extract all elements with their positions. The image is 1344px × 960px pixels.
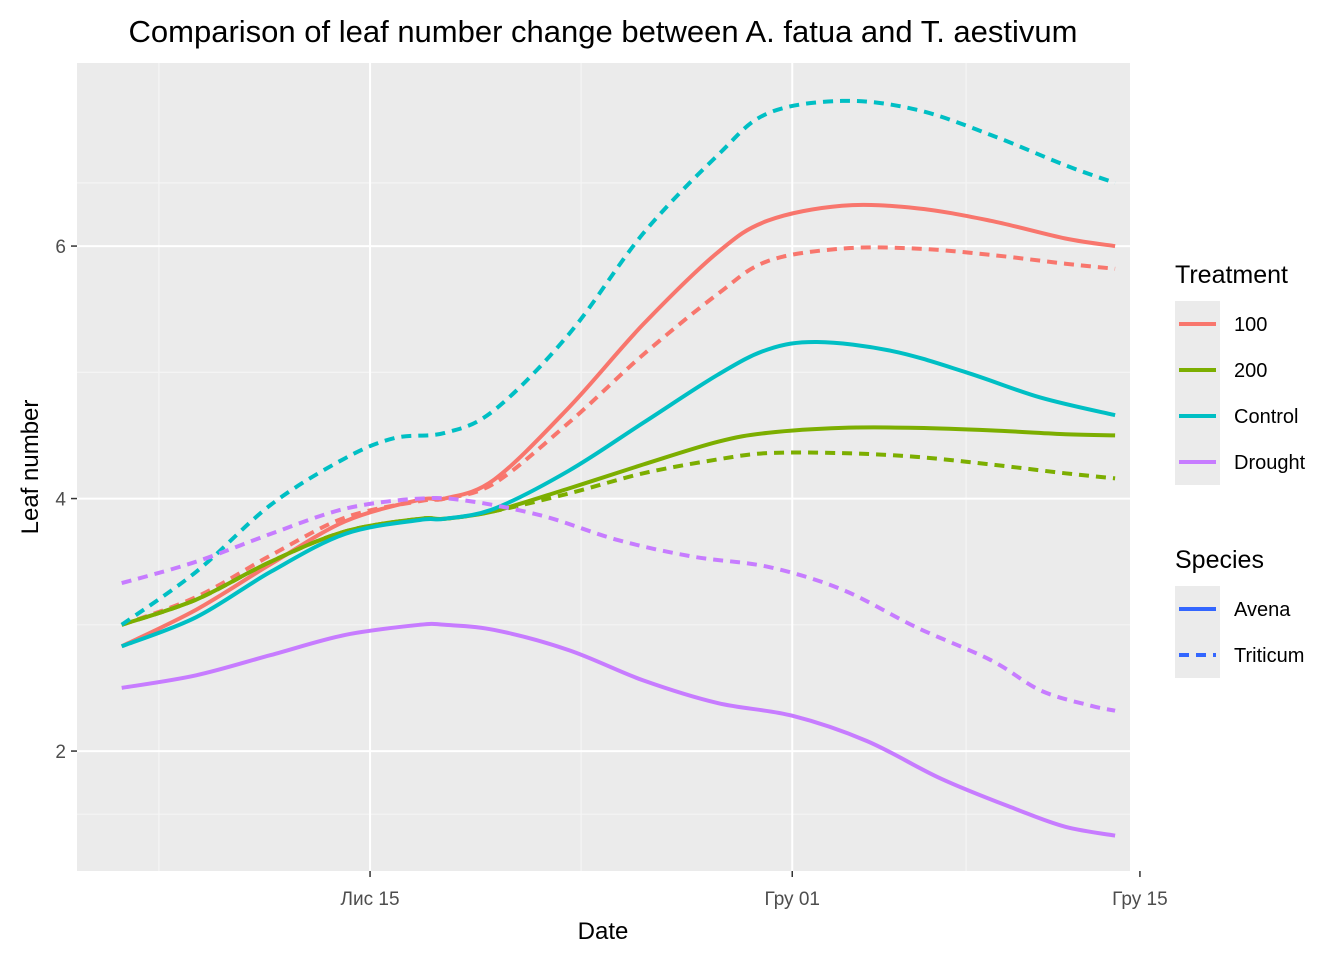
legend-label-avena: Avena [1234,599,1291,621]
treatment-legend: Treatment 100 200 Control Drought [1175,261,1306,485]
series-line-200-triticum [121,450,1116,627]
treatment-legend-title: Treatment [1175,261,1288,289]
legend-label-control: Control [1234,406,1298,428]
plot-panel [77,63,1130,871]
species-legend: Species Avena Triticum [1175,546,1304,678]
y-tick-label: 6 [55,237,66,258]
minor-gridlines [77,63,1130,871]
y-axis-label: Leaf number [17,400,44,535]
major-gridlines [77,63,1141,871]
y-tick-label: 4 [55,490,66,511]
series-lines [120,98,1116,838]
x-axis: Лис 15 Гру 01 Гру 15 [341,871,1168,910]
legend-label-drought: Drought [1234,452,1306,474]
species-legend-title: Species [1175,546,1264,574]
x-tick-label: Лис 15 [341,889,400,910]
series-line-drought-avena [121,621,1116,838]
legend-label-200: 200 [1234,360,1267,382]
y-axis: 2 4 6 [55,237,77,763]
x-tick-label: Гру 15 [1112,889,1168,910]
x-tick-label: Гру 01 [764,889,820,910]
legend-label-triticum: Triticum [1234,645,1304,667]
x-axis-label: Date [578,918,629,945]
y-tick-label: 2 [55,742,66,763]
series-line-control-avena [120,339,1116,649]
series-line-control-triticum [120,98,1116,627]
legend-label-100: 100 [1234,314,1267,336]
series-line-drought-triticum [121,496,1116,713]
chart-title: Comparison of leaf number change between… [129,14,1078,49]
